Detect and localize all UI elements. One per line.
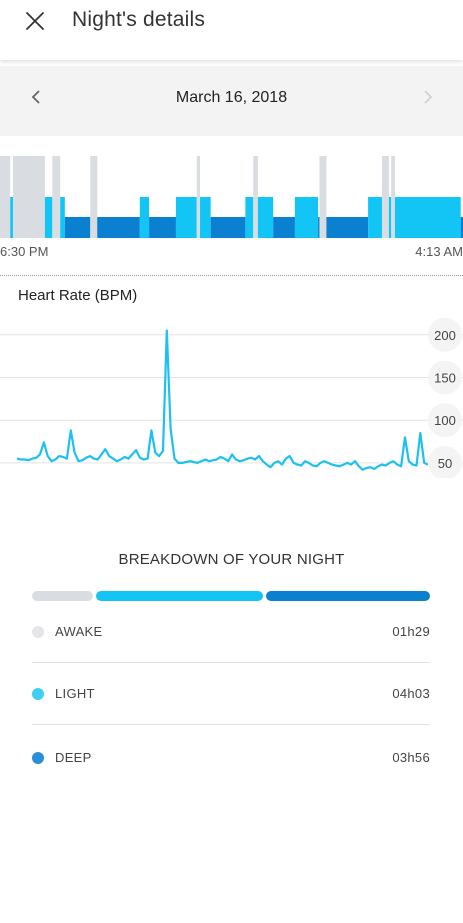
sleep-segment-light [175, 197, 197, 238]
divider [32, 724, 430, 725]
breakdown-segment-deep [266, 591, 430, 601]
sleep-segment-awake [253, 156, 258, 238]
light-dot-icon [32, 688, 44, 700]
sleep-segment-light [388, 197, 392, 238]
sleep-segment-awake [391, 156, 395, 238]
sleep-segment-light [245, 197, 254, 238]
sleep-segment-deep [210, 217, 246, 238]
y-tick-bubble [428, 445, 462, 478]
sleep-segment-light [294, 197, 319, 238]
legend-row-deep: DEEP 03h56 [32, 727, 430, 789]
timeline-start-time: 6:30 PM [0, 244, 49, 259]
divider [0, 275, 463, 276]
sleep-segment-light [394, 197, 461, 238]
deep-label: DEEP [55, 750, 92, 765]
sleep-segment-light [10, 197, 13, 238]
light-label: LIGHT [55, 686, 95, 701]
sleep-segment-deep [64, 217, 91, 238]
y-tick-label: 100 [434, 413, 456, 428]
awake-dot-icon [32, 626, 44, 638]
divider [32, 662, 430, 663]
y-tick-bubble [428, 403, 462, 438]
sleep-segment-awake [12, 156, 45, 238]
sleep-segment-deep [460, 217, 463, 238]
sleep-segment-awake [381, 156, 389, 238]
sleep-segment-light [368, 197, 382, 238]
sleep-segment-deep [97, 217, 140, 238]
sleep-segment-awake [319, 156, 327, 238]
legend-row-light: LIGHT 04h03 [32, 663, 430, 725]
date-label: March 16, 2018 [175, 89, 288, 106]
chevron-right-icon[interactable] [418, 88, 436, 106]
sleep-segment-deep [318, 217, 320, 238]
breakdown-segment-light [95, 591, 264, 601]
y-tick-label: 50 [438, 456, 452, 471]
y-tick-label: 150 [434, 371, 456, 386]
timeline-end-time: 4:13 AM [415, 244, 463, 259]
deep-duration: 03h56 [392, 750, 430, 765]
sleep-segment-light [44, 197, 53, 238]
chevron-left-icon[interactable] [28, 88, 46, 106]
sleep-segment-awake [90, 156, 98, 238]
legend-row-awake: AWAKE 01h29 [32, 601, 430, 663]
heart-rate-chart: 200 150 100 50 [0, 318, 463, 478]
page-title: Night's details [72, 8, 206, 31]
light-duration: 04h03 [392, 686, 430, 701]
heart-rate-title: Heart Rate (BPM) [18, 287, 138, 304]
sleep-stage-timeline [0, 156, 463, 238]
date-navigator: March 16, 2018 [0, 66, 463, 136]
y-tick-bubble [428, 360, 462, 395]
breakdown-bar [32, 591, 430, 601]
sleep-segment-deep [273, 217, 295, 238]
awake-duration: 01h29 [392, 624, 430, 639]
sleep-segment-awake [0, 156, 11, 238]
sleep-segment-deep [326, 217, 369, 238]
sleep-segment-light [60, 197, 65, 238]
top-bar: Night's details [0, 0, 463, 60]
sleep-segment-awake [52, 156, 61, 238]
heart-rate-line [16, 329, 429, 471]
y-tick-bubble [428, 318, 462, 352]
breakdown-title: BREAKDOWN OF YOUR NIGHT [118, 551, 345, 568]
breakdown-segment-awake [32, 591, 93, 601]
sleep-segment-deep [149, 217, 176, 238]
y-tick-label: 200 [434, 328, 456, 343]
awake-label: AWAKE [55, 624, 103, 639]
sleep-segment-light [257, 197, 274, 238]
sleep-segment-light [200, 197, 211, 238]
close-icon[interactable] [22, 8, 48, 34]
sleep-segment-awake [196, 156, 201, 238]
sleep-segment-light [139, 197, 150, 238]
deep-dot-icon [32, 752, 44, 764]
